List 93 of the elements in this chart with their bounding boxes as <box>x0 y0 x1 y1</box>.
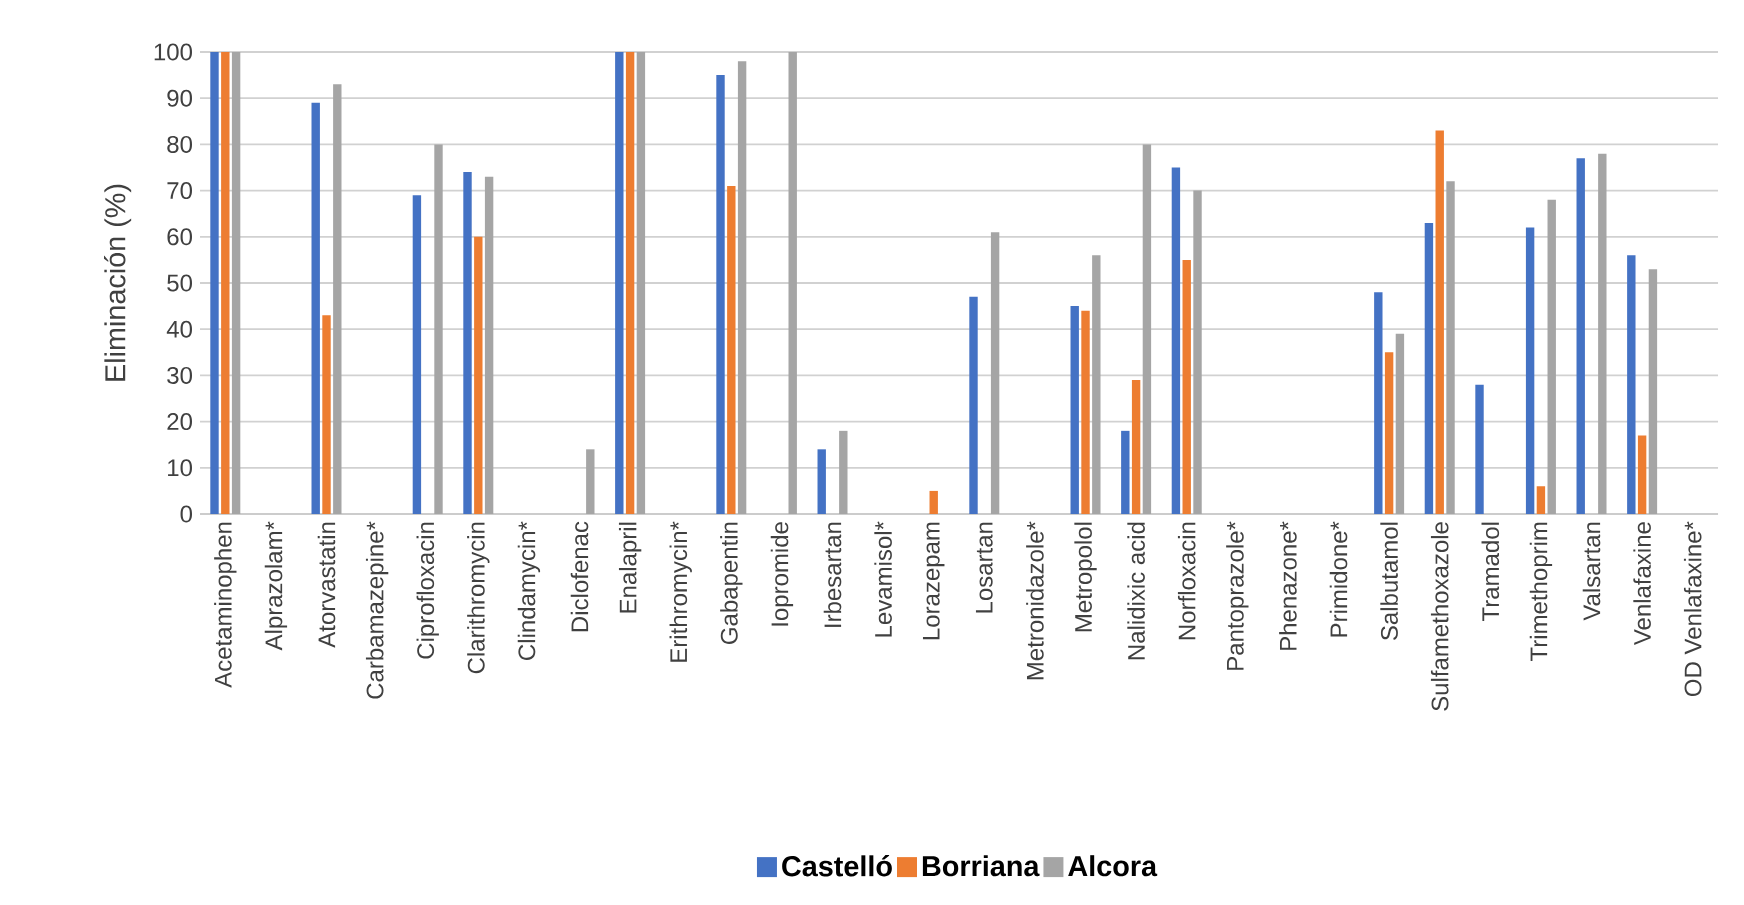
x-tick-label: Carbamazepine* <box>365 521 389 699</box>
x-tick-label: Atorvastatin <box>317 522 336 648</box>
y-tick-label: 70 <box>167 182 193 200</box>
bar <box>1395 333 1405 514</box>
bar <box>231 52 241 514</box>
bar <box>1547 199 1556 514</box>
bar <box>839 430 848 514</box>
x-tick-label: Pantoprazole* <box>1226 521 1249 670</box>
x-tick-label: Tramadol <box>1481 522 1500 622</box>
legend-label: Castelló <box>782 855 892 877</box>
x-tick-label: Erithromycin* <box>669 521 692 662</box>
bar <box>1525 227 1535 514</box>
x-tick-label: Norfloxacin <box>1177 522 1196 640</box>
bar <box>1182 259 1191 514</box>
x-tick-label: Trimethoprim <box>1529 522 1553 661</box>
bar <box>484 176 494 514</box>
y-tick-label: 0 <box>180 505 193 523</box>
bar <box>615 52 624 514</box>
bar <box>1637 435 1647 514</box>
bar <box>1435 130 1444 514</box>
bar <box>716 75 725 514</box>
bar <box>1070 306 1079 514</box>
bar <box>1576 158 1585 514</box>
x-tick-label: Irbesartan <box>823 522 842 627</box>
x-tick-label: OD Venlafaxine* <box>1683 521 1702 697</box>
y-axis-title: Eliminación (%) <box>104 184 132 381</box>
y-tick-label: 90 <box>167 89 193 107</box>
bar <box>1648 269 1658 514</box>
bar <box>1171 167 1181 514</box>
x-tick-label: Losartan <box>975 522 993 613</box>
bar <box>1475 384 1484 514</box>
bar <box>969 296 978 514</box>
x-tick-label: Nalidixic acid <box>1127 522 1145 660</box>
x-tick-label: Phenazone* <box>1279 521 1297 650</box>
y-tick-label: 60 <box>167 228 193 246</box>
x-tick-label: Valsartan <box>1582 522 1601 621</box>
x-tick-label: Diclofenac <box>570 521 589 632</box>
bar <box>788 52 797 514</box>
y-tick-label: 100 <box>154 43 192 61</box>
bar <box>463 172 472 514</box>
bar <box>625 52 635 514</box>
bar <box>1598 153 1607 514</box>
bar <box>210 52 219 514</box>
x-tick-label: Clindamycin* <box>517 521 541 660</box>
bar <box>727 185 736 514</box>
x-tick-label: Primidone* <box>1329 521 1348 637</box>
x-tick-label: Metronidazole* <box>1026 521 1044 680</box>
bar <box>1142 144 1152 514</box>
bar <box>434 144 443 514</box>
bar <box>412 195 422 514</box>
bar <box>1536 486 1546 514</box>
bar <box>1374 292 1383 514</box>
bar <box>1121 430 1130 514</box>
bar <box>586 449 595 514</box>
x-tick-label: Clarithromycin <box>467 522 490 674</box>
x-tick-label: Levamisol* <box>874 521 892 637</box>
x-tick-label: Gabapentin <box>720 522 743 644</box>
x-tick-label: Metropolol <box>1074 522 1097 632</box>
x-tick-label: Alprazolam* <box>264 521 288 651</box>
x-tick-label: Venlafaxine <box>1633 522 1651 646</box>
bar <box>737 61 747 514</box>
y-tick-label: 80 <box>167 135 193 153</box>
bar <box>1131 380 1141 514</box>
bar <box>1081 310 1090 514</box>
bar <box>1424 222 1434 514</box>
x-tick-label: Sulfamethoxazole <box>1430 522 1449 711</box>
x-tick-label: Enalapril <box>618 522 642 613</box>
bar <box>1627 255 1636 514</box>
x-tick-label: Ciprofloxacin <box>416 522 439 659</box>
bar <box>333 84 342 514</box>
y-tick-label: 40 <box>166 320 193 338</box>
y-tick-label: 50 <box>167 274 193 292</box>
bar <box>1092 255 1101 514</box>
bar <box>221 52 230 514</box>
x-tick-label: Lorazepam <box>922 522 945 640</box>
bar <box>322 315 331 514</box>
y-tick-label: 30 <box>167 366 193 384</box>
bar <box>1193 190 1202 514</box>
legend-label: Alcora <box>1068 855 1158 877</box>
bar <box>1384 352 1394 514</box>
bar <box>636 52 646 514</box>
x-tick-label: Iopromide <box>770 522 794 626</box>
bar <box>817 449 826 514</box>
bar <box>311 102 320 514</box>
bar <box>474 236 483 514</box>
x-tick-label: Acetaminophen <box>214 522 237 688</box>
bar <box>990 232 1000 514</box>
x-tick-label: Salbutamol <box>1380 522 1398 641</box>
bar <box>929 490 938 514</box>
bar <box>1446 181 1455 514</box>
y-tick-label: 10 <box>168 459 193 477</box>
legend-label: Borriana <box>922 855 1040 877</box>
y-tick-label: 20 <box>167 413 193 431</box>
